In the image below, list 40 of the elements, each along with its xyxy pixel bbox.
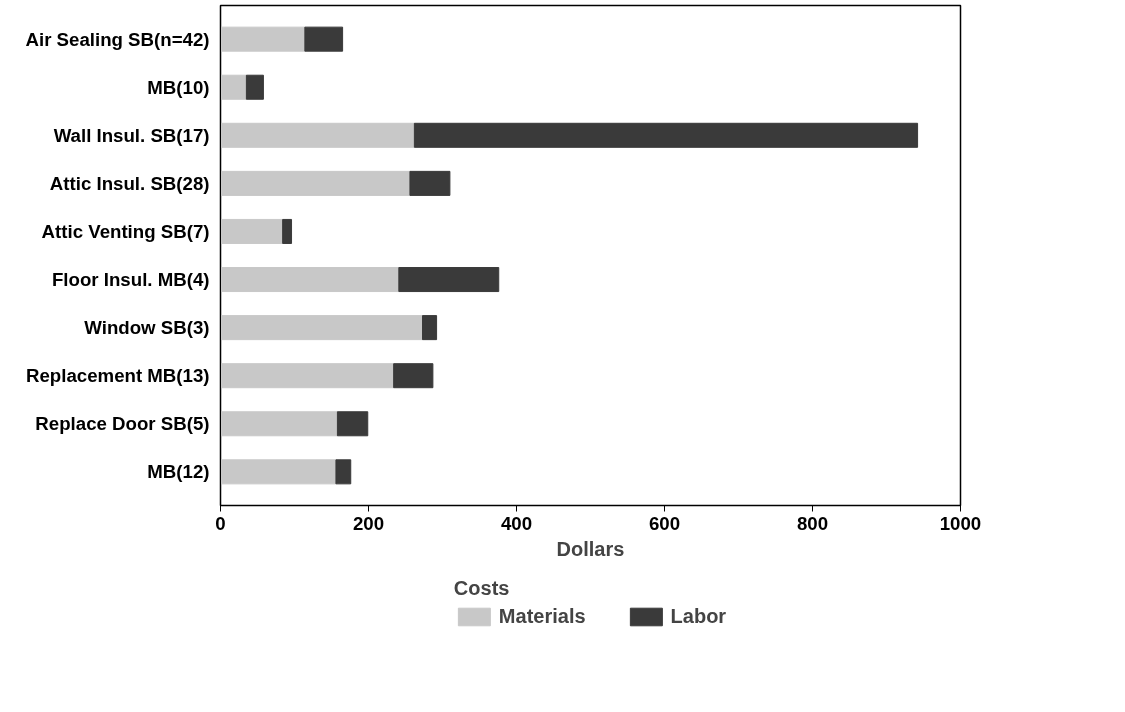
y-tick-label: Air Sealing SB(n=42) bbox=[25, 28, 210, 50]
bar bbox=[220, 74, 247, 100]
y-tick-label: Replace Door SB(5) bbox=[35, 413, 210, 435]
bar bbox=[282, 218, 293, 244]
legend-title: Costs bbox=[453, 576, 511, 600]
y-tick-label: Window SB(3) bbox=[84, 317, 210, 339]
x-tick-label: 800 bbox=[796, 512, 829, 534]
bar bbox=[335, 459, 352, 485]
bar bbox=[398, 267, 500, 293]
y-tick-label: MB(10) bbox=[147, 76, 210, 98]
x-tick-label: 1000 bbox=[939, 512, 982, 534]
bar bbox=[220, 26, 306, 52]
bar bbox=[220, 459, 337, 485]
y-tick-label: MB(12) bbox=[147, 461, 210, 483]
bar bbox=[393, 363, 434, 389]
bar bbox=[220, 363, 395, 389]
bar bbox=[336, 411, 369, 437]
bar bbox=[220, 267, 400, 293]
bar bbox=[220, 315, 424, 341]
y-tick-label: Attic Insul. SB(28) bbox=[49, 172, 210, 194]
bar bbox=[304, 26, 344, 52]
x-tick-label: 600 bbox=[648, 512, 681, 534]
bar bbox=[245, 74, 264, 100]
bar bbox=[220, 170, 411, 196]
legend-label: Labor bbox=[670, 604, 727, 628]
legend-label: Materials bbox=[498, 604, 586, 628]
y-tick-label: Replacement MB(13) bbox=[26, 365, 210, 387]
x-tick-label: 200 bbox=[352, 512, 385, 534]
x-axis-title: Dollars bbox=[556, 537, 625, 560]
bar bbox=[422, 315, 438, 341]
bar bbox=[413, 122, 919, 148]
y-tick-label: Attic Venting SB(7) bbox=[41, 220, 210, 242]
x-tick-label: 0 bbox=[215, 512, 226, 534]
bar bbox=[220, 122, 415, 148]
bar bbox=[220, 218, 284, 244]
y-tick-label: Floor Insul. MB(4) bbox=[51, 269, 210, 291]
bar bbox=[220, 411, 338, 437]
bar bbox=[409, 170, 451, 196]
x-tick-label: 400 bbox=[500, 512, 533, 534]
y-tick-label: Wall Insul. SB(17) bbox=[53, 124, 210, 146]
